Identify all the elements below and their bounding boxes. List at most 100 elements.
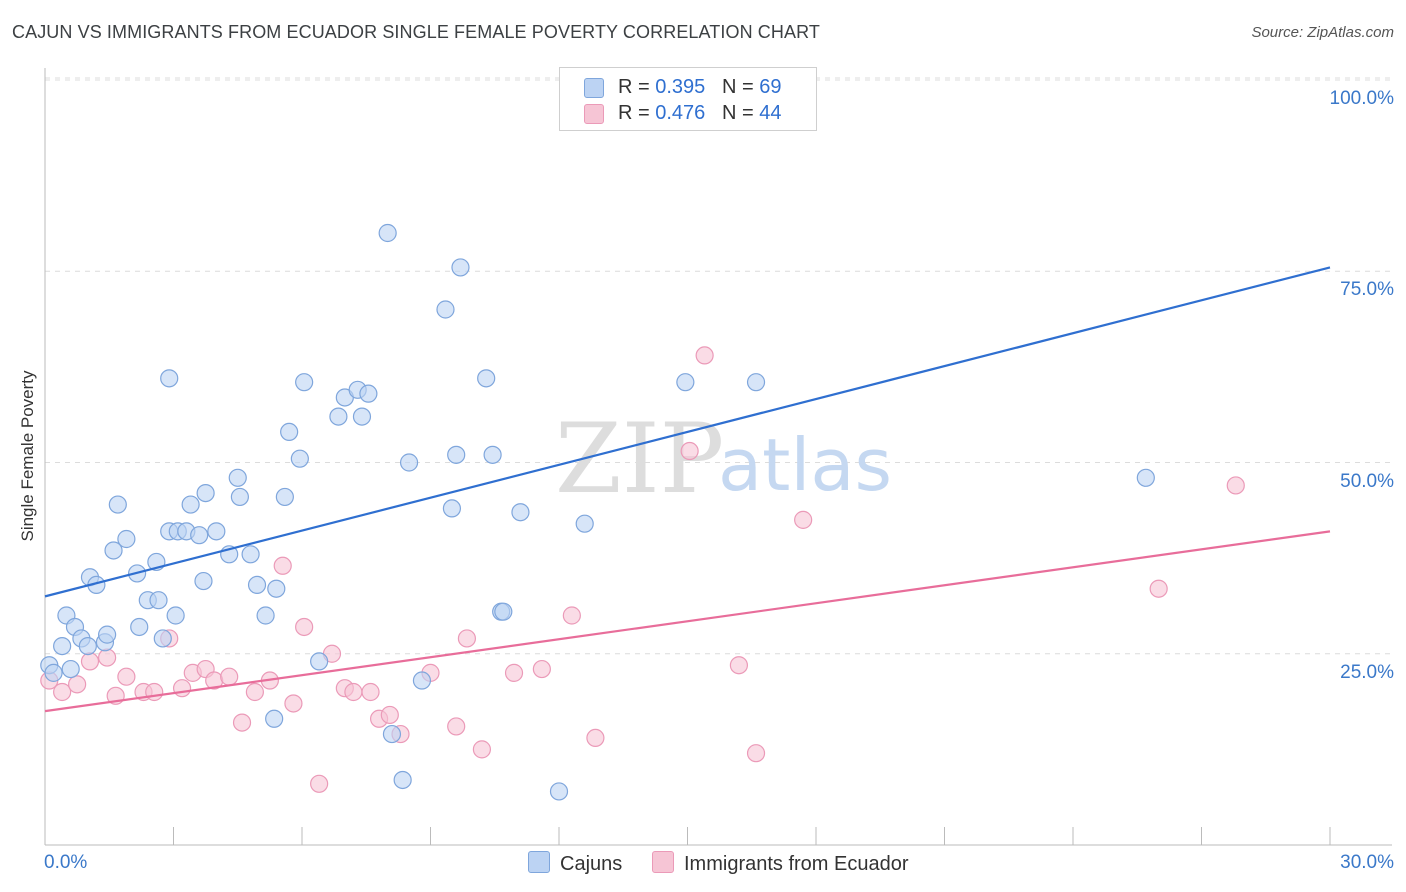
y-tick-label: 100.0% bbox=[1329, 88, 1394, 109]
data-point bbox=[220, 667, 239, 686]
data-point bbox=[267, 579, 286, 598]
data-point bbox=[78, 636, 97, 656]
data-point bbox=[457, 629, 477, 648]
watermark-atlas: atlas bbox=[718, 423, 892, 507]
data-point bbox=[729, 656, 749, 675]
series-cajuns bbox=[40, 70, 1155, 801]
data-point bbox=[117, 667, 136, 686]
legend-r-value: 0.476 bbox=[655, 102, 706, 124]
data-point bbox=[166, 606, 185, 625]
data-point bbox=[145, 682, 164, 702]
data-point bbox=[295, 373, 314, 392]
y-tick-label: 75.0% bbox=[1340, 279, 1394, 301]
legend-r-label: R = bbox=[618, 76, 656, 98]
legend-r-value: 0.395 bbox=[655, 76, 706, 98]
data-point bbox=[586, 728, 605, 748]
data-point bbox=[399, 453, 419, 472]
data-point bbox=[1136, 468, 1155, 487]
data-point bbox=[1226, 476, 1245, 495]
data-point bbox=[1149, 579, 1168, 598]
data-point bbox=[153, 629, 172, 648]
bottom-legend-swatch-blue bbox=[528, 851, 550, 873]
data-point bbox=[241, 545, 260, 564]
bottom-legend-swatch-pink bbox=[652, 851, 674, 873]
x-tick-label: 0.0% bbox=[44, 852, 88, 873]
legend-n-label: N = bbox=[721, 76, 760, 98]
data-point bbox=[532, 659, 551, 679]
data-point bbox=[108, 495, 127, 514]
data-point bbox=[483, 445, 502, 464]
data-point bbox=[442, 499, 462, 518]
data-point bbox=[494, 602, 513, 621]
y-tick-label: 25.0% bbox=[1340, 661, 1394, 683]
data-point bbox=[190, 526, 209, 545]
y-tick-label: 50.0% bbox=[1340, 470, 1394, 492]
bottom-legend-ecuador: Immigrants from Ecuador bbox=[652, 851, 909, 876]
data-point bbox=[794, 510, 813, 529]
data-point bbox=[695, 346, 714, 365]
data-point bbox=[68, 675, 87, 694]
data-point bbox=[53, 636, 72, 656]
data-point bbox=[310, 774, 329, 793]
data-point bbox=[511, 503, 530, 522]
data-point bbox=[273, 556, 292, 575]
data-point bbox=[230, 487, 249, 507]
legend-n-label: N = bbox=[721, 102, 760, 124]
legend-n-value: 69 bbox=[759, 76, 782, 98]
data-point bbox=[359, 384, 378, 403]
chart-title: CAJUN VS IMMIGRANTS FROM ECUADOR SINGLE … bbox=[12, 22, 820, 42]
data-point bbox=[117, 529, 136, 549]
data-point bbox=[451, 258, 470, 277]
data-point bbox=[676, 373, 695, 392]
axes bbox=[44, 68, 1392, 846]
data-point bbox=[149, 591, 168, 610]
bottom-legend-cajuns: Cajuns bbox=[528, 851, 622, 876]
data-point bbox=[344, 682, 363, 702]
trend-line-ecuador bbox=[44, 530, 1331, 713]
legend-swatch-blue bbox=[584, 78, 604, 98]
data-point bbox=[44, 663, 63, 682]
x-tick-label: 30.0% bbox=[1340, 852, 1394, 873]
legend: R = 0.395 N = 69 R = 0.476 N = 44 bbox=[559, 67, 817, 131]
data-point bbox=[477, 369, 496, 388]
data-point bbox=[80, 652, 100, 671]
data-point bbox=[130, 617, 149, 637]
data-point bbox=[378, 223, 397, 243]
data-point bbox=[256, 606, 275, 625]
data-point bbox=[361, 682, 380, 702]
data-point bbox=[549, 782, 569, 801]
data-point bbox=[98, 625, 117, 644]
data-point bbox=[61, 659, 80, 679]
trend-lines bbox=[44, 266, 1331, 713]
data-point bbox=[275, 487, 294, 507]
data-point bbox=[228, 468, 247, 487]
data-point bbox=[382, 724, 402, 744]
data-point bbox=[247, 575, 267, 595]
legend-n-value: 44 bbox=[759, 102, 782, 124]
data-point bbox=[380, 705, 399, 725]
series-immigrants-from-ecuador bbox=[40, 346, 1245, 793]
data-point bbox=[194, 571, 213, 591]
data-point bbox=[290, 449, 309, 468]
data-point bbox=[472, 740, 491, 759]
source-label: Source: ZipAtlas.com bbox=[1251, 24, 1394, 41]
bottom-legend-label-ecuador: Immigrants from Ecuador bbox=[684, 853, 909, 875]
data-point bbox=[232, 713, 252, 732]
data-point bbox=[53, 682, 72, 702]
data-point bbox=[196, 484, 215, 503]
data-point bbox=[310, 652, 329, 671]
data-point bbox=[329, 407, 348, 426]
data-point bbox=[447, 717, 466, 736]
data-point bbox=[98, 648, 117, 667]
data-point bbox=[172, 679, 192, 698]
data-point bbox=[562, 606, 581, 625]
data-point bbox=[245, 682, 264, 702]
data-point bbox=[504, 663, 524, 682]
data-point bbox=[265, 709, 284, 728]
data-point bbox=[284, 694, 303, 713]
data-point bbox=[436, 300, 455, 319]
data-point bbox=[447, 445, 466, 464]
data-point bbox=[412, 671, 432, 690]
gridlines bbox=[45, 77, 1392, 655]
